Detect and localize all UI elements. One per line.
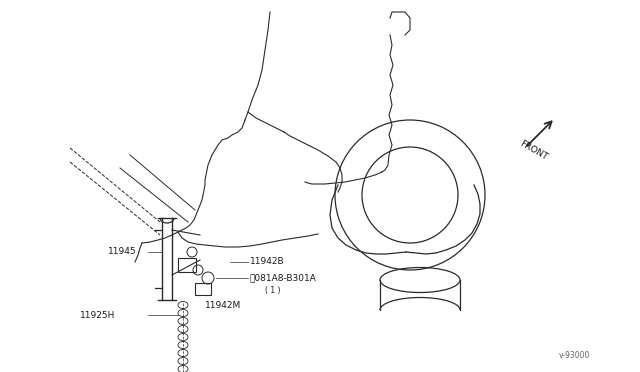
Text: 11925H: 11925H xyxy=(80,311,115,320)
Text: 11945: 11945 xyxy=(108,247,136,257)
Bar xyxy=(178,258,196,272)
Text: FRONT: FRONT xyxy=(518,138,549,161)
Bar xyxy=(195,283,211,295)
Text: 11942B: 11942B xyxy=(250,257,285,266)
Text: 11942M: 11942M xyxy=(205,301,241,310)
Text: v-93000: v-93000 xyxy=(559,350,590,359)
Text: ( 1 ): ( 1 ) xyxy=(265,285,280,295)
Text: Ⓑ081A8-B301A: Ⓑ081A8-B301A xyxy=(250,273,317,282)
